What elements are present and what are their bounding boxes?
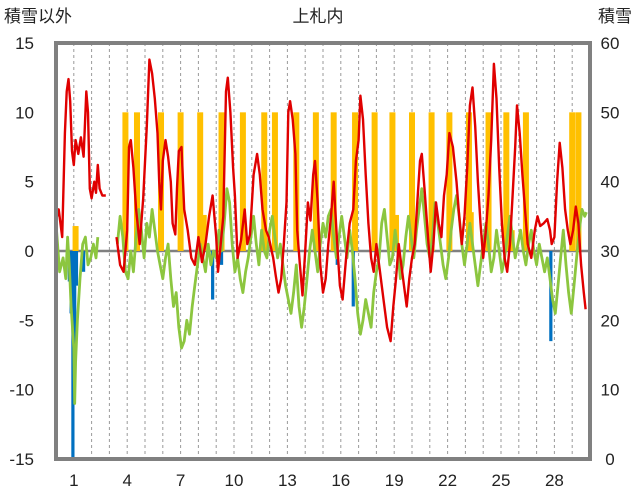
x-tick-label: 13 [278, 471, 297, 490]
gold-bar [218, 112, 225, 251]
y-right-tick-label: 60 [601, 34, 620, 53]
gold-bar [503, 112, 510, 251]
y-right-tick-label: 0 [605, 450, 614, 469]
blue-bar [73, 251, 77, 351]
blue-bar [74, 251, 79, 286]
max-temp-line [115, 58, 587, 343]
x-tick-label: 28 [545, 471, 564, 490]
blue-bar [219, 251, 224, 265]
gold-bar [72, 226, 79, 251]
series-lines [54, 58, 588, 405]
x-tick-label: 25 [492, 471, 511, 490]
blue-bar [351, 251, 355, 307]
max-temp-line [54, 77, 106, 239]
gold-bar [371, 112, 378, 251]
gold-bar [409, 112, 415, 251]
y-right-ticks: 60 50 40 30 20 10 0 [601, 34, 620, 469]
y-left-tick-label: -10 [9, 381, 34, 400]
x-tick-label: 4 [122, 471, 131, 490]
gold-bar [428, 112, 435, 251]
gold-bar [389, 112, 396, 251]
y-left-tick-label: -15 [9, 450, 34, 469]
x-tick-label: 1 [69, 471, 78, 490]
y-right-tick-label: 40 [601, 173, 620, 192]
x-ticks: 1 4 7 10 13 16 19 22 25 28 [69, 471, 564, 490]
gold-bar [271, 112, 278, 251]
y-right-tick-label: 50 [601, 103, 620, 122]
min-temp-line [116, 187, 588, 350]
y-right-label: 積雪 [598, 7, 632, 27]
x-tick-label: 22 [438, 471, 457, 490]
y-left-tick-label: 15 [15, 34, 34, 53]
gold-bar [133, 112, 140, 251]
blue-bar [81, 251, 86, 272]
y-right-tick-label: 10 [601, 381, 620, 400]
gold-bar [446, 112, 453, 251]
gold-bar [261, 112, 268, 251]
gold-bar [239, 112, 246, 251]
y-left-tick-label: 10 [15, 103, 34, 122]
x-tick-label: 16 [331, 471, 350, 490]
plot-frame [54, 41, 592, 461]
y-left-tick-label: -5 [19, 311, 34, 330]
x-tick-label: 10 [225, 471, 244, 490]
gold-bar [465, 112, 472, 251]
gold-bar [200, 214, 207, 251]
x-tick-label: 19 [385, 471, 404, 490]
blue-bar [211, 251, 215, 300]
gold-bar [177, 112, 184, 251]
gold-bar [522, 112, 529, 251]
gold-bar [122, 112, 129, 251]
min-temp-line [54, 223, 100, 405]
y-left-label: 積雪以外 [4, 7, 72, 27]
gold-bar [575, 112, 582, 251]
gold-bar [197, 112, 204, 251]
y-left-tick-label: 5 [25, 173, 34, 192]
y-right-tick-label: 30 [601, 242, 620, 261]
x-tick-label: 7 [176, 471, 185, 490]
y-left-tick-label: 0 [25, 242, 34, 261]
chart-title: 上札内 [293, 7, 344, 27]
gold-bar [569, 112, 576, 251]
y-right-tick-label: 20 [601, 311, 620, 330]
y-left-ticks: 15 10 5 0 -5 -10 -15 [9, 34, 34, 469]
